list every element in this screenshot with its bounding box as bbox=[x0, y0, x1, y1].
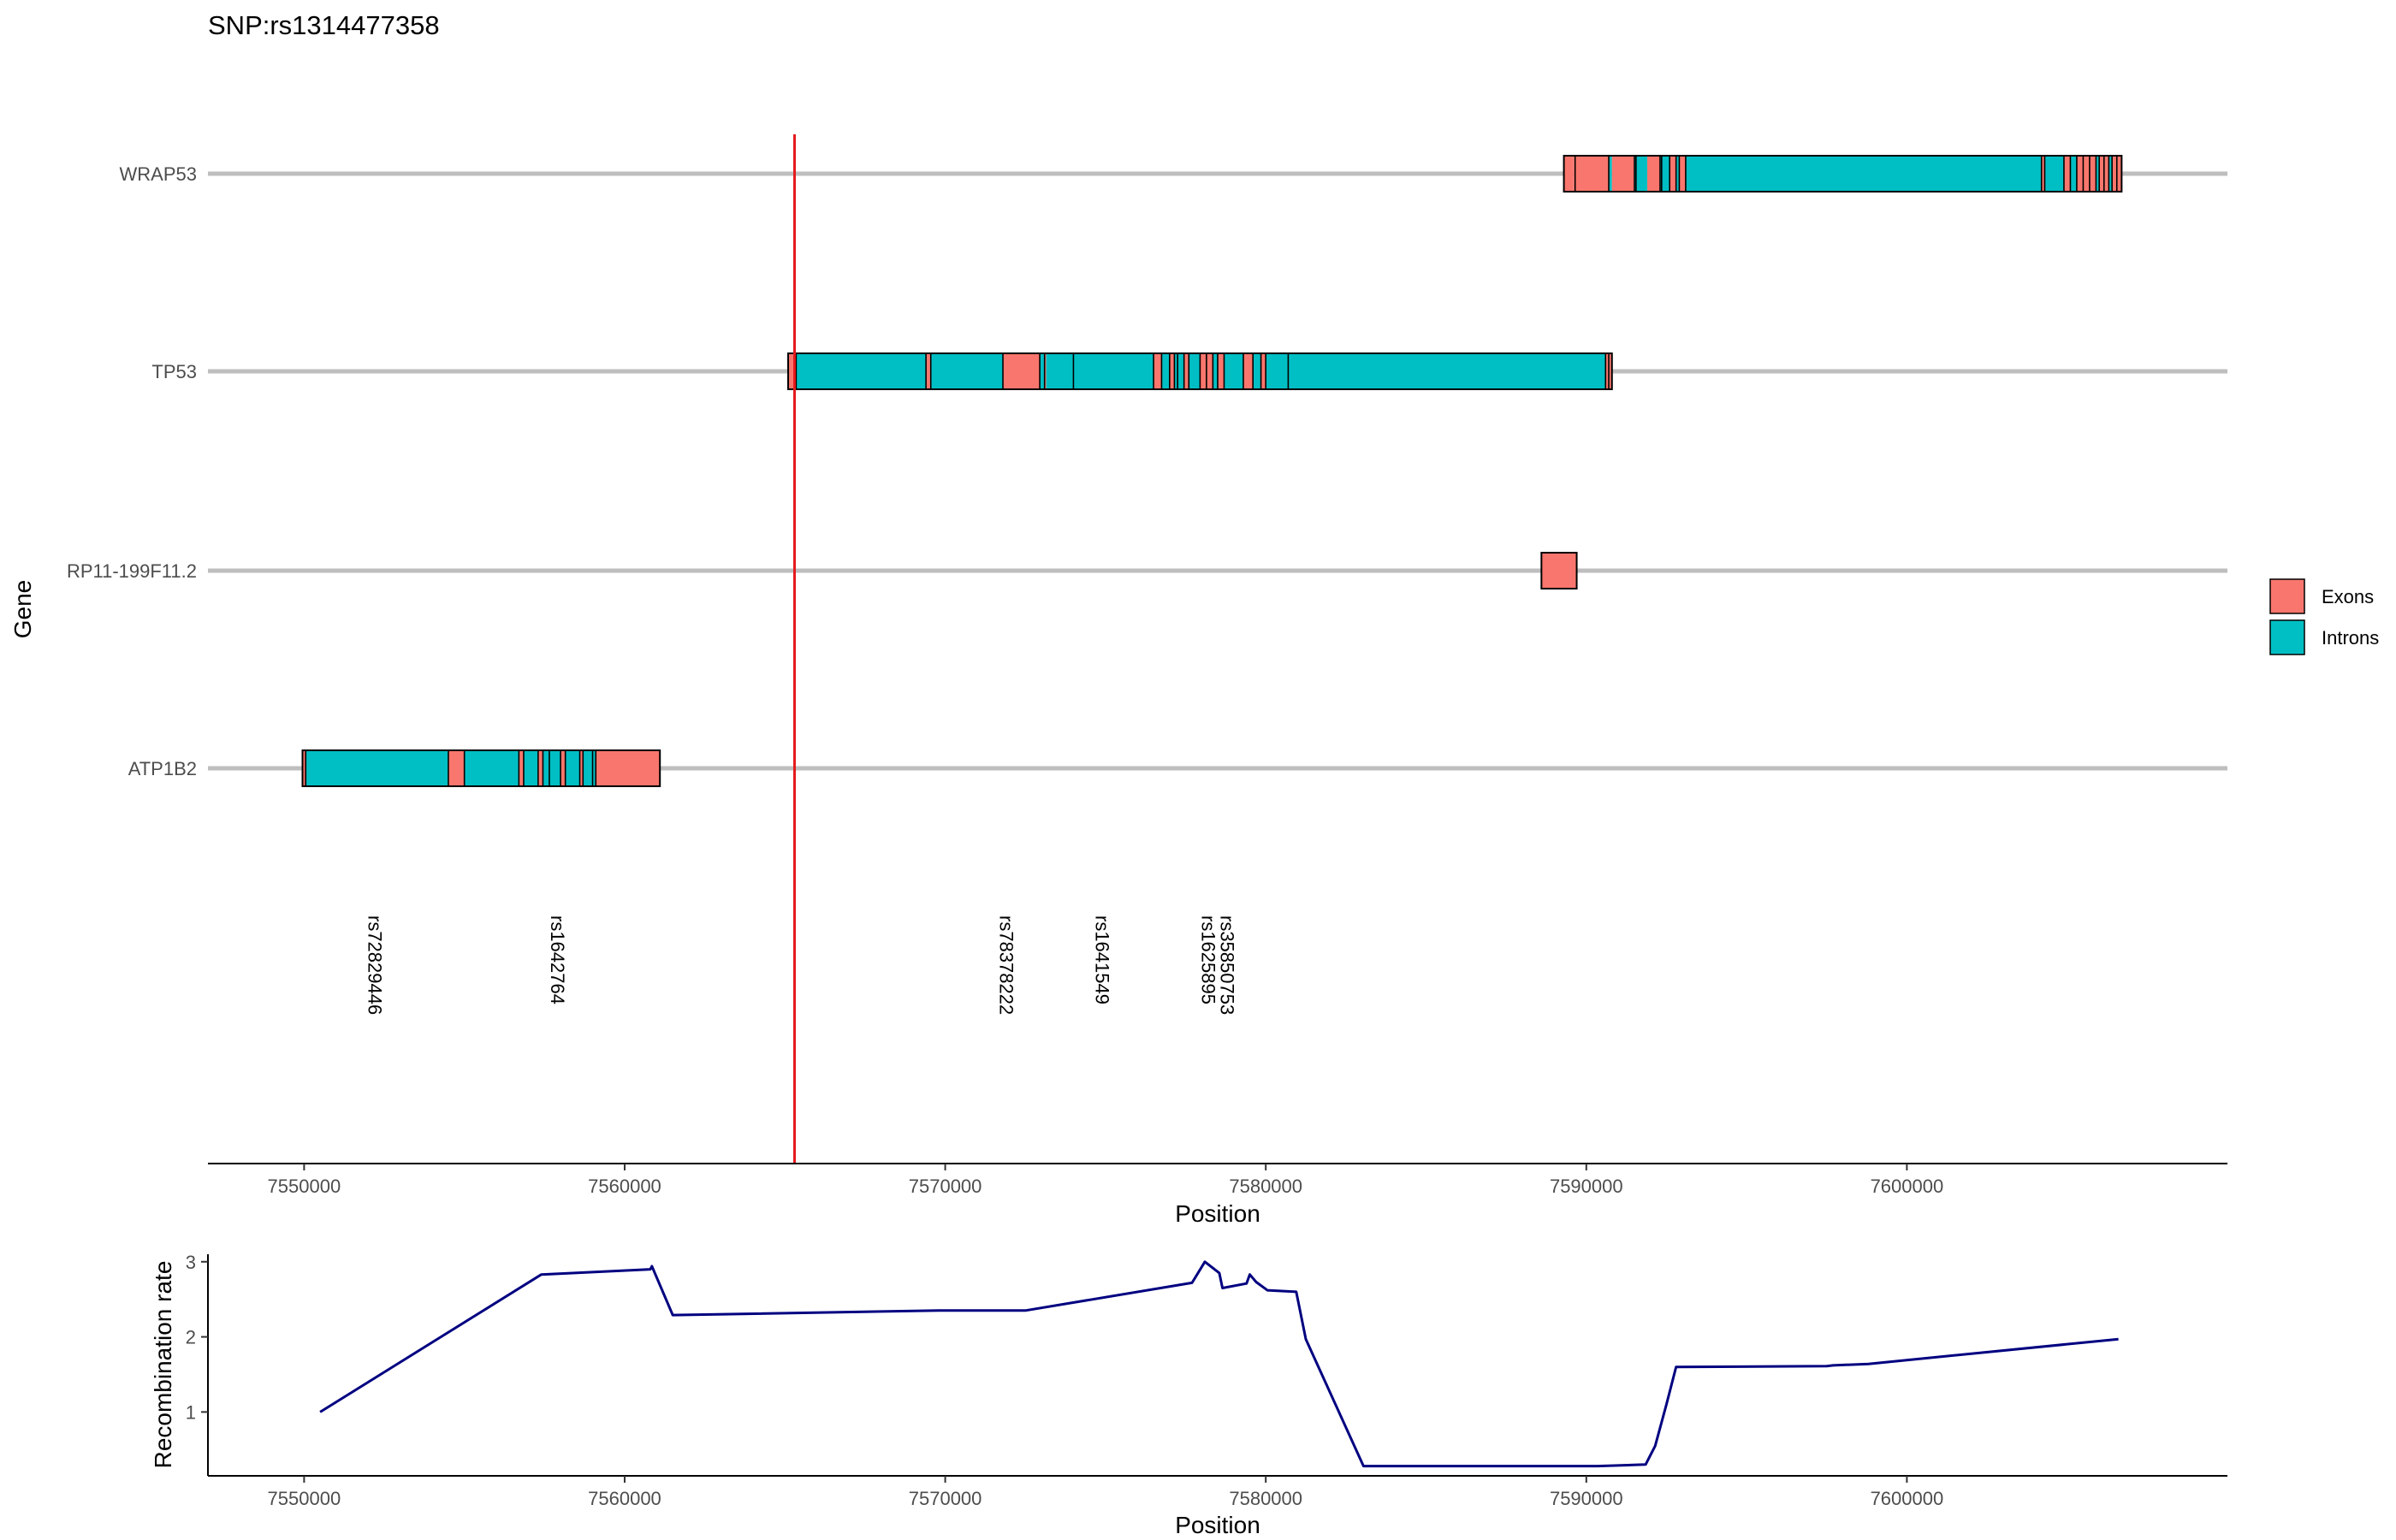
intron-segment bbox=[1174, 353, 1184, 389]
exon-segment bbox=[1260, 353, 1266, 389]
intron-segment bbox=[1675, 156, 1680, 192]
chart-title: SNP:rs1314477358 bbox=[208, 10, 440, 40]
snp-label: rs72829446 bbox=[364, 915, 385, 1015]
exon-segment bbox=[788, 353, 797, 389]
gene-label: TP53 bbox=[151, 361, 197, 382]
snp-label: rs78378222 bbox=[995, 915, 1017, 1015]
exon-segment bbox=[302, 750, 306, 786]
gene-outline bbox=[787, 352, 1613, 390]
exon-segment bbox=[2076, 156, 2096, 192]
exon-segment bbox=[519, 750, 524, 786]
recombination-rate-line bbox=[319, 1260, 2119, 1468]
gene-label: WRAP53 bbox=[120, 163, 197, 185]
intron-segment bbox=[2070, 156, 2077, 192]
exon-segment bbox=[1003, 353, 1041, 389]
exon-segment bbox=[537, 750, 543, 786]
x-tick-label: 7600000 bbox=[1871, 1176, 1944, 1197]
intron-segment bbox=[1213, 353, 1218, 389]
exon-segment bbox=[1563, 156, 1574, 192]
gene-label: RP11-199F11.2 bbox=[67, 560, 197, 582]
y-axis-title: Recombination rate bbox=[150, 1261, 176, 1469]
exon-segment bbox=[1679, 156, 1686, 192]
exon-segment bbox=[1646, 156, 1660, 192]
intron-segment bbox=[796, 353, 927, 389]
y-tick-label: 2 bbox=[186, 1327, 196, 1348]
x-tick-label: 7600000 bbox=[1871, 1488, 1944, 1509]
intron-segment bbox=[1040, 353, 1045, 389]
gene-outline bbox=[1563, 155, 2123, 192]
exon-segment bbox=[1242, 353, 1254, 389]
x-tick-label: 7560000 bbox=[588, 1488, 661, 1509]
legend-key-exon bbox=[2269, 578, 2305, 614]
intron-segment bbox=[2096, 156, 2100, 192]
gene-outline bbox=[301, 749, 661, 787]
x-tick-label: 7590000 bbox=[1550, 1176, 1623, 1197]
intron-segment bbox=[464, 750, 519, 786]
intron-segment bbox=[305, 750, 448, 786]
x-tick-label: 7580000 bbox=[1229, 1488, 1302, 1509]
snp-label: rs1642764 bbox=[547, 915, 568, 1004]
x-tick-label: 7580000 bbox=[1229, 1176, 1302, 1197]
intron-segment bbox=[565, 750, 580, 786]
snp-label: rs1641549 bbox=[1092, 915, 1113, 1004]
x-tick-label: 7570000 bbox=[909, 1488, 982, 1509]
intron-segment bbox=[1609, 156, 1612, 192]
y-tick-label: 3 bbox=[186, 1252, 196, 1273]
exon-segment bbox=[1154, 353, 1162, 389]
legend: Exons Introns bbox=[2269, 578, 2379, 655]
x-axis-title: Position bbox=[1175, 1200, 1260, 1227]
intron-segment bbox=[1161, 353, 1170, 389]
exon-segment bbox=[1169, 353, 1175, 389]
gene-outline bbox=[1540, 552, 1578, 589]
gene-track-panel: WRAP53 TP53 RP11-199F11.2 ATP1B2 rs72829446 r… bbox=[9, 134, 2227, 1227]
intron-segment bbox=[543, 750, 561, 786]
legend-label-intron: Introns bbox=[2322, 627, 2379, 649]
exon-segment bbox=[560, 750, 566, 786]
x-tick-label: 7590000 bbox=[1550, 1488, 1623, 1509]
recombination-rate-panel: 1 2 3 7550000 7560000 7570000 7580000 7590000 76… bbox=[150, 1252, 2227, 1538]
exon-segment bbox=[579, 750, 584, 786]
exon-segment bbox=[2063, 156, 2071, 192]
intron-segment bbox=[1659, 156, 1670, 192]
exon-segment bbox=[1541, 553, 1577, 589]
gene-label: ATP1B2 bbox=[128, 758, 197, 779]
intron-segment bbox=[1073, 353, 1154, 389]
snp-label: rs1625895 bbox=[1197, 915, 1219, 1004]
intron-segment bbox=[583, 750, 596, 786]
exon-segment bbox=[596, 750, 661, 786]
snp-label: rs35850753 bbox=[1217, 915, 1238, 1015]
exon-segment bbox=[448, 750, 465, 786]
y-axis-title: Gene bbox=[9, 580, 36, 639]
intron-segment bbox=[1189, 353, 1201, 389]
intron-segment bbox=[2108, 156, 2113, 192]
exon-segment bbox=[2041, 156, 2045, 192]
intron-segment bbox=[1224, 353, 1243, 389]
legend-key-intron bbox=[2269, 619, 2305, 655]
intron-segment bbox=[1685, 156, 2042, 192]
x-tick-label: 7560000 bbox=[588, 1176, 661, 1197]
exon-segment bbox=[1218, 353, 1225, 389]
intron-segment bbox=[1634, 156, 1647, 192]
x-axis-title: Position bbox=[1175, 1512, 1260, 1538]
intron-segment bbox=[1253, 353, 1261, 389]
intron-segment bbox=[930, 353, 1004, 389]
x-tick-label: 7570000 bbox=[909, 1176, 982, 1197]
x-tick-label: 7550000 bbox=[268, 1176, 341, 1197]
intron-segment bbox=[523, 750, 538, 786]
intron-segment bbox=[2044, 156, 2064, 192]
y-tick-label: 1 bbox=[186, 1401, 196, 1423]
legend-label-exon: Exons bbox=[2322, 586, 2374, 607]
exon-segment bbox=[926, 353, 931, 389]
exon-segment bbox=[1669, 156, 1676, 192]
exon-segment bbox=[1183, 353, 1189, 389]
intron-segment bbox=[1046, 353, 1074, 389]
exon-segment bbox=[1573, 156, 1610, 192]
exon-segment bbox=[1611, 156, 1634, 192]
x-tick-label: 7550000 bbox=[268, 1488, 341, 1509]
intron-segment bbox=[1266, 353, 1606, 389]
exon-segment bbox=[1044, 353, 1047, 389]
